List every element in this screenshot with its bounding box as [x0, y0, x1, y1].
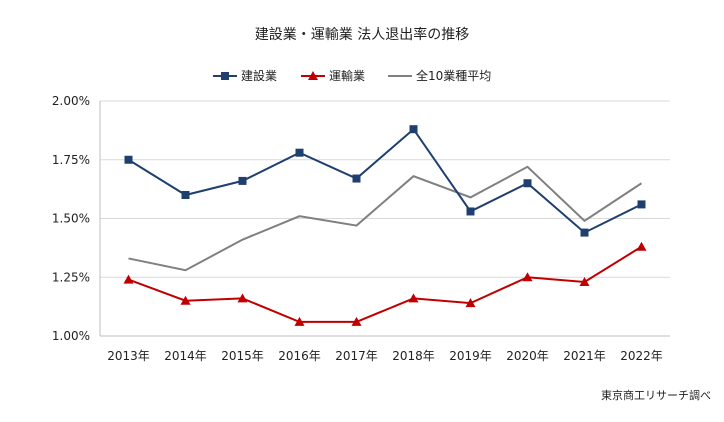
legend-label: 建設業: [241, 68, 277, 83]
source-note: 東京商工リサーチ調べ: [601, 388, 711, 402]
data-point-triangle: [636, 241, 647, 251]
series-line: [128, 165, 643, 272]
legend: 建設業 運輸業 全10業種平均: [213, 68, 491, 83]
x-tick-label: 2015年: [221, 349, 264, 363]
x-tick-label: 2020年: [506, 349, 549, 363]
data-point-triangle: [579, 276, 590, 286]
data-point-triangle: [308, 71, 318, 80]
data-point-triangle: [123, 274, 134, 284]
data-point-square: [580, 228, 589, 237]
data-point-square: [523, 179, 532, 188]
data-point-square: [221, 72, 229, 80]
legend-item: 全10業種平均: [388, 68, 491, 83]
x-tick-label: 2017年: [335, 349, 378, 363]
series-line: [128, 245, 643, 323]
x-tick-label: 2016年: [278, 349, 321, 363]
data-point-triangle: [522, 272, 533, 282]
data-point-triangle: [180, 295, 191, 305]
legend-label: 全10業種平均: [416, 68, 491, 83]
legend-label: 運輸業: [329, 68, 365, 83]
data-point-triangle: [294, 316, 305, 326]
x-tick-label: 2019年: [449, 349, 492, 363]
y-tick-label: 1.50%: [52, 212, 90, 226]
data-point-square: [466, 207, 475, 216]
data-point-square: [295, 148, 304, 157]
series-2: [128, 165, 643, 272]
data-point-square: [181, 191, 190, 199]
gridlines: [99, 100, 670, 337]
series-group: [123, 125, 647, 326]
x-tick-label: 2013年: [107, 349, 150, 363]
data-point-triangle: [237, 293, 248, 303]
x-tick-label: 2018年: [392, 349, 435, 363]
x-axis-tick-labels: 2013年 2014年 2015年 2016年 2017年 2018年 2019年 2020年…: [107, 349, 663, 363]
legend-item: 建設業: [213, 68, 277, 83]
series-1: [123, 241, 647, 326]
data-point-square: [637, 200, 646, 209]
data-point-square: [124, 155, 133, 164]
data-point-triangle: [465, 298, 476, 308]
x-tick-label: 2022年: [620, 349, 663, 363]
chart-title: 建設業・運輸業 法人退出率の推移: [255, 26, 469, 43]
data-point-triangle: [351, 316, 362, 326]
series-line: [127, 127, 642, 234]
series-0: [124, 125, 646, 237]
y-tick-label: 1.75%: [52, 153, 90, 167]
y-tick-label: 1.25%: [52, 270, 90, 284]
data-point-triangle: [408, 293, 419, 303]
x-tick-label: 2021年: [563, 349, 606, 363]
y-tick-label: 2.00%: [52, 94, 90, 108]
data-point-square: [352, 174, 361, 183]
y-axis-tick-labels: 1.00% 1.25% 1.50% 1.75% 2.00%: [52, 94, 90, 343]
y-tick-label: 1.00%: [52, 329, 90, 343]
legend-item: 運輸業: [301, 68, 365, 83]
data-point-square: [409, 125, 418, 134]
data-point-square: [238, 176, 247, 185]
x-tick-label: 2014年: [164, 349, 207, 363]
